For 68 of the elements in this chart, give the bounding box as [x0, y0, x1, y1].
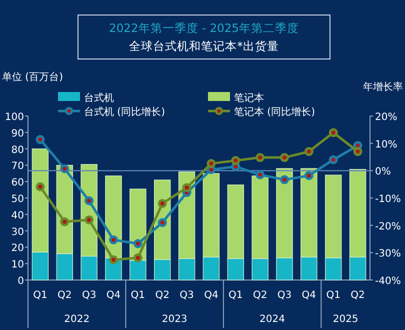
y-tick-label: 30: [11, 226, 24, 238]
point: [158, 198, 167, 208]
x-tick-label: Q2: [58, 290, 72, 301]
x-tick-label: Q1: [326, 290, 340, 301]
x-tick-label: Q1: [33, 290, 48, 301]
y-tick-label: 80: [11, 144, 24, 156]
point: [328, 128, 338, 138]
x-tick-label: Q4: [302, 290, 316, 301]
point: [109, 235, 118, 244]
point: [84, 196, 94, 206]
y2-tick-label: -10%: [375, 194, 401, 205]
point: [182, 183, 192, 192]
text: 2023: [162, 314, 188, 325]
legend-label: 台式机 (同比增长): [84, 106, 166, 118]
x-tick-label: Q4: [106, 290, 121, 301]
point: [328, 155, 338, 164]
x-tick-label: Q2: [252, 290, 268, 301]
legend-label: 台式机: [84, 92, 114, 104]
point: [280, 153, 289, 162]
x-tick-label: Q3: [277, 290, 292, 301]
y2-tick-label: -20%: [375, 221, 401, 232]
y-tick-label: 20: [11, 243, 24, 254]
point: [109, 255, 118, 264]
x-tick-label: Q2: [155, 290, 170, 301]
x-tick-label: Q2: [350, 290, 365, 301]
y-tick-label: 0: [18, 276, 24, 287]
y-tick-label: 60: [11, 178, 24, 189]
point: [231, 156, 240, 166]
text: 2022: [64, 314, 90, 325]
point: [158, 218, 167, 228]
point: [353, 147, 362, 156]
x-tick-label: Q1: [228, 290, 243, 301]
y-tick-label: 90: [11, 128, 24, 140]
y-tick-label: 40: [11, 210, 24, 222]
y-tick-label: 50: [11, 194, 24, 205]
chart-title: 2022年第一季度 - 2025年第二季度: [109, 21, 299, 35]
y2-tick-label: 20%: [375, 112, 398, 123]
point: [304, 147, 314, 156]
chart-subtitle: 全球台式机和笔记本*出货量: [129, 39, 279, 53]
y-tick-label: 70: [11, 161, 24, 172]
x-tick-label: Q1: [130, 290, 146, 301]
x-tick-label: Q3: [82, 290, 96, 301]
point: [60, 217, 70, 226]
point: [256, 153, 265, 162]
point: [206, 159, 216, 168]
y2-tick-label: 10%: [375, 139, 398, 150]
y2-tick-label: 0%: [375, 166, 391, 178]
legend-label: 笔记本 (同比增长): [234, 106, 316, 118]
point: [60, 164, 70, 174]
point: [36, 135, 45, 144]
y-tick-label: 10: [11, 260, 24, 271]
point: [133, 253, 142, 262]
text: 2025: [332, 314, 358, 325]
y-tick-label: 100: [4, 112, 24, 123]
text: 2024: [260, 314, 286, 325]
y2-tick-label: -40%: [375, 276, 401, 287]
x-tick-label: Q4: [204, 290, 218, 301]
y2-axis-title: 年增长率: [363, 81, 403, 93]
point: [256, 170, 265, 180]
point: [84, 215, 94, 224]
point: [304, 171, 314, 180]
x-tick-label: Q3: [180, 290, 194, 301]
point: [133, 239, 142, 248]
y2-tick-label: -30%: [375, 248, 401, 260]
legend-label: 笔记本: [234, 92, 264, 104]
point: [280, 175, 289, 184]
point: [36, 182, 45, 192]
y-axis-title: 单位 (百万台): [2, 71, 64, 83]
